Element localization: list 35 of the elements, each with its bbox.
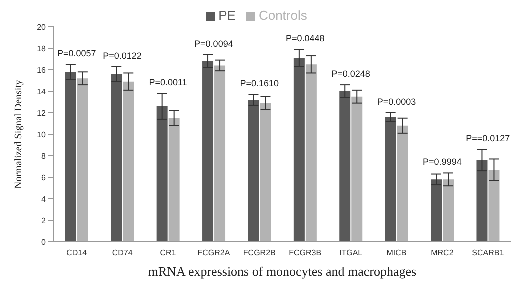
y-axis-title: Normalized Signal Density [14,80,25,189]
y-tick-label: 6 [42,173,47,182]
y-tick-label: 8 [42,152,47,161]
x-tick-label: CR1 [160,248,177,258]
x-tick-label: CD74 [112,248,134,258]
annotation: P=0.0057 [57,48,96,59]
annotation: P==0.0127 [466,134,510,144]
x-tick-label: MRC2 [431,248,454,258]
x-axis-title: mRNA expressions of monocytes and macrophages [148,264,417,279]
x-tick-label: FCGR2B [243,248,276,258]
annotation: P=0.0011 [149,78,188,88]
y-tick-label: 20 [37,22,47,32]
y-tick-label: 0 [42,238,47,247]
x-tick-label: MICB [386,248,407,258]
x-tick-label: SCARB1 [472,248,505,258]
y-tick-label: 4 [42,194,47,204]
y-tick-label: 18 [37,44,47,54]
y-tick-label: 10 [37,130,47,140]
annotation: P=0.9994 [423,157,462,168]
y-tick-label: 14 [37,87,47,96]
y-tick-label: 12 [37,108,47,118]
x-tick-label: FCGR3B [289,248,322,258]
annotation: P=0.0003 [377,97,416,107]
x-tick-label: FCGR2A [198,248,231,258]
legend-label: Controls [258,8,308,23]
annotation: P=0.0094 [194,38,234,49]
x-tick-label: CD14 [66,248,88,258]
legend-label: PE [218,8,236,23]
y-tick-label: 2 [42,216,47,226]
annotation: P=0.0248 [332,69,370,80]
annotation: P=0.0448 [286,34,325,44]
x-tick-label: ITGAL [339,248,364,258]
y-tick-label: 16 [37,66,47,75]
annotation: P=0.0122 [103,50,142,61]
annotation: P=0.1610 [240,78,280,89]
